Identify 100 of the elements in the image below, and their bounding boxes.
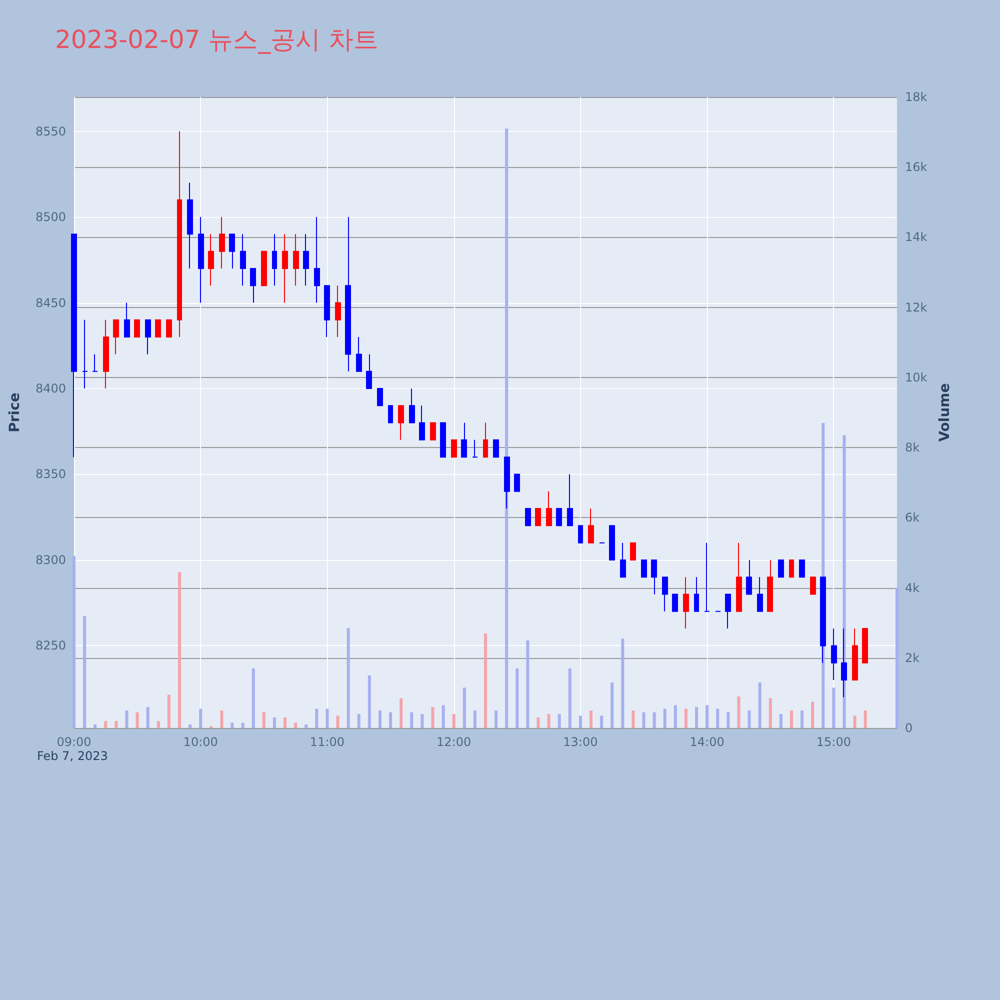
y2-tick-label: 18k (905, 90, 928, 104)
candlestick (472, 439, 478, 458)
candlestick (546, 490, 552, 526)
candlestick (377, 388, 383, 406)
candlestick (852, 628, 858, 680)
bar (156, 720, 160, 728)
candlestick (799, 559, 805, 578)
x-tick-label: 14:00 (690, 735, 724, 749)
candlestick (134, 319, 140, 338)
candlestick (82, 319, 88, 389)
bar (241, 722, 244, 728)
bar (706, 705, 709, 728)
bar (72, 556, 76, 728)
candlestick (736, 542, 742, 612)
candlestick (820, 576, 826, 664)
bar (136, 712, 139, 728)
candlestick (92, 354, 98, 372)
candlestick (641, 559, 647, 578)
bar (262, 712, 266, 728)
bar (505, 128, 508, 728)
candlestick (335, 285, 341, 338)
bar (590, 710, 593, 728)
bar (652, 712, 656, 728)
bar (315, 708, 318, 728)
bar (864, 710, 867, 728)
bar (420, 714, 424, 728)
bar (252, 668, 255, 728)
candlestick (430, 422, 436, 440)
y2-tick-label: 12k (905, 300, 928, 314)
candlestick (451, 439, 457, 458)
y-axis-title: Price (7, 392, 23, 432)
bar (94, 724, 97, 728)
candlestick (282, 234, 288, 304)
bar (304, 724, 308, 728)
y-tick-label: 8300 (35, 552, 66, 567)
candlestick (187, 182, 193, 269)
candlestick (578, 525, 583, 544)
candlestick (725, 594, 731, 630)
candlestick (535, 508, 541, 526)
candlestick (525, 508, 531, 526)
candlestick (440, 422, 446, 458)
bar (610, 682, 614, 728)
bar (536, 717, 540, 728)
y2-tick-label: 4k (905, 580, 920, 595)
candlestick (461, 422, 467, 458)
candlestick (588, 508, 594, 544)
bar (896, 588, 898, 728)
bar (220, 710, 224, 728)
candlestick (704, 542, 710, 612)
y2-tick-label: 10k (905, 370, 928, 384)
bar (167, 694, 170, 728)
candlestick (662, 576, 668, 612)
bar (674, 705, 677, 728)
candlestick (409, 388, 415, 424)
bar (516, 668, 519, 728)
bar (600, 716, 604, 728)
bar (114, 720, 118, 728)
candlestick (567, 474, 573, 526)
candlestick (609, 525, 615, 560)
bar (199, 708, 202, 728)
bar (462, 688, 466, 728)
candlestick (789, 559, 794, 578)
candlestick (145, 319, 151, 355)
candlestick (314, 216, 320, 304)
y2-tick-label: 0 (905, 721, 913, 735)
bar (800, 710, 804, 728)
candlestick (694, 576, 699, 612)
bar (737, 696, 740, 728)
y2-tick-label: 14k (905, 230, 928, 244)
candlestick (630, 542, 636, 560)
candlestick (155, 319, 161, 338)
candlestick (746, 559, 752, 595)
y-tick-label: 8550 (35, 124, 66, 138)
bar (790, 710, 793, 728)
candlestick (366, 354, 372, 389)
y-tick-label: 8450 (35, 296, 66, 310)
bar (294, 722, 298, 728)
bar (83, 616, 86, 728)
y2-tick-label: 16k (905, 160, 928, 174)
y-tick-label: 8500 (35, 210, 66, 224)
candlestick (620, 542, 626, 578)
bar (125, 710, 128, 728)
candlestick (219, 216, 225, 269)
bar (410, 712, 414, 728)
candlestick (778, 559, 784, 578)
candlestick (166, 319, 172, 338)
bar (431, 706, 434, 728)
candlestick (683, 576, 689, 630)
y2-axis-title: Volume (937, 383, 954, 442)
bar (346, 628, 350, 728)
candlestick (651, 559, 657, 595)
bar (336, 716, 340, 728)
bar (442, 705, 445, 728)
bar (494, 710, 498, 728)
candlestick (388, 405, 393, 424)
y2-tick-label: 8k (905, 440, 920, 455)
x-tick-label: 11:00 (310, 735, 345, 749)
bar (684, 708, 688, 728)
bar (716, 708, 720, 728)
bar (695, 706, 698, 728)
